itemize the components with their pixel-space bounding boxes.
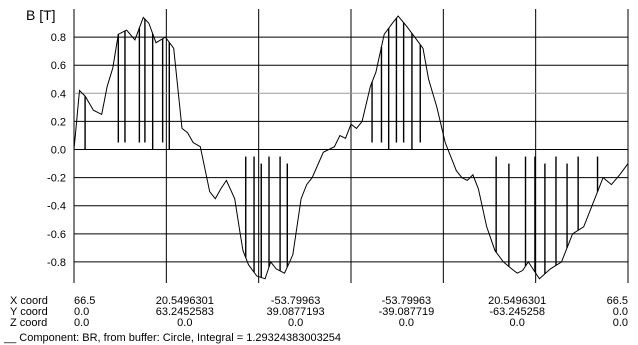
coordinate-table: X coord 66.5 20.5496301 -53.79963 -53.79963 2… [10, 295, 628, 329]
y-tick-label: -0.4 [47, 201, 66, 213]
coord-value: -53.79963 [271, 295, 321, 307]
coord-value: 66.5 [74, 295, 95, 307]
coord-value: 0.0 [510, 317, 525, 329]
series-line [73, 15, 629, 280]
coord-row-label: Y coord [10, 306, 48, 318]
coord-row-label: Z coord [10, 317, 47, 329]
coord-value: 0.0 [288, 317, 303, 329]
coord-row-label: X coord [10, 295, 48, 307]
coord-value: 0.0 [74, 306, 89, 318]
coord-value: 0.0 [177, 317, 192, 329]
y-tick-labels: 0.8 0.6 0.4 0.2 0.0 -0.2 -0.4 -0.6 -0.8 [47, 32, 66, 269]
coord-value: -39.087719 [379, 306, 435, 318]
y-tick-label: 0.2 [51, 116, 66, 128]
y-tick-label: -0.6 [47, 229, 66, 241]
coord-value: 0.0 [399, 317, 414, 329]
coord-value: -53.79963 [382, 295, 432, 307]
coord-value: -63.245258 [489, 306, 545, 318]
horizontal-gridlines [74, 36, 628, 263]
coord-value: 66.5 [607, 295, 628, 307]
coord-value: 0.0 [613, 317, 628, 329]
y-tick-label: 0.0 [51, 145, 66, 157]
y-tick-label: 0.4 [51, 88, 66, 100]
y-tick-label: -0.8 [47, 257, 66, 269]
coord-value: 63.2452583 [156, 306, 214, 318]
coord-value: 20.5496301 [488, 295, 546, 307]
y-tick-label: 0.6 [51, 60, 66, 72]
coord-value: 20.5496301 [156, 295, 214, 307]
y-axis-title: B [T] [26, 7, 56, 23]
chart-caption: __ Component: BR, from buffer: Circle, I… [3, 332, 341, 344]
coord-value: 39.0877193 [267, 306, 325, 318]
y-tick-label: -0.2 [47, 173, 66, 185]
y-tick-label: 0.8 [51, 32, 66, 44]
vertical-gridlines [73, 9, 629, 283]
coord-value: 0.0 [74, 317, 89, 329]
coord-value: 0.0 [613, 306, 628, 318]
spike-lines [84, 18, 599, 278]
